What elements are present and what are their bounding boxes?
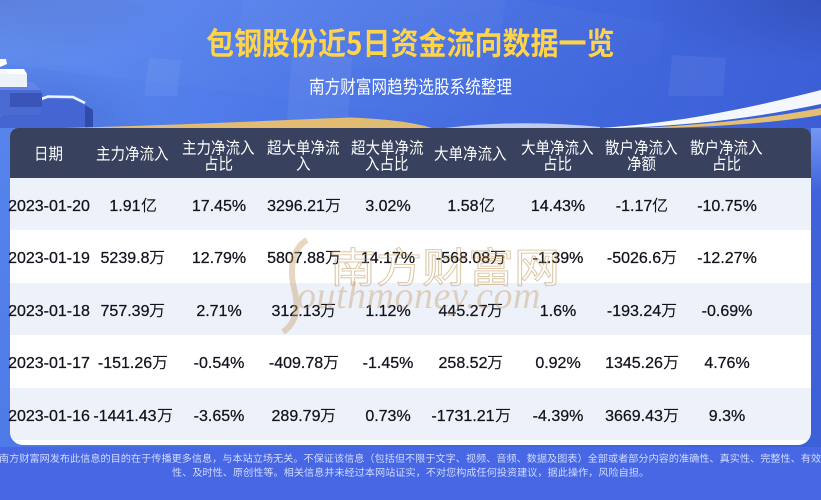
svg-text:outhmoney.com: outhmoney.com (297, 275, 541, 317)
